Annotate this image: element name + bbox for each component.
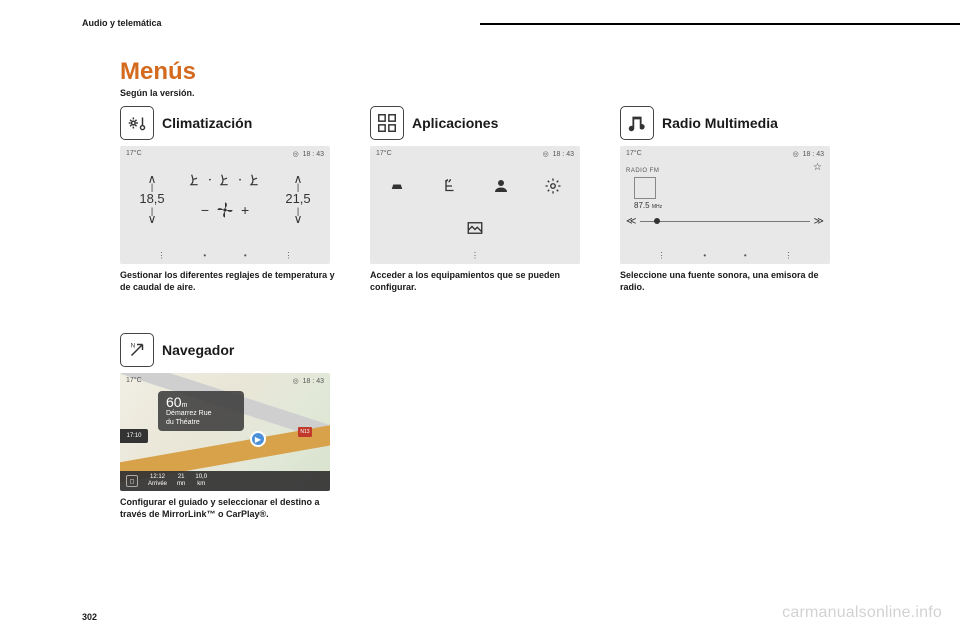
- apps-body: [376, 164, 574, 248]
- climate-icon: [120, 106, 154, 140]
- card-title-apps: Aplicaciones: [412, 115, 498, 131]
- screen-radio[interactable]: 17°C ◎ 18 : 43 ☆ RADIO FM 87.5 MHz ≪ ≫: [620, 146, 830, 264]
- screen-bottombar: ⋮••⋮: [120, 249, 330, 261]
- header-rule: [480, 23, 960, 25]
- fan-icon: [215, 200, 235, 220]
- card-title-nav: Navegador: [162, 342, 234, 358]
- menu-row-2: N Navegador 17°C ◎ 18 : 43 60m Démarr: [120, 333, 880, 520]
- main-content: Menús Según la versión. Climatización 17…: [120, 58, 880, 521]
- tuning-thumb[interactable]: [654, 218, 660, 224]
- apps-grid-icon: [370, 106, 404, 140]
- outside-temp: 17°C: [126, 377, 142, 385]
- airflow-mode-icon[interactable]: [187, 172, 203, 190]
- screen-topbar: 17°C ◎ 18 : 43: [126, 377, 324, 385]
- chevron-down-icon[interactable]: ∨: [278, 214, 318, 224]
- card-title-radio: Radio Multimedia: [662, 115, 778, 131]
- outside-temp: 17°C: [126, 150, 142, 158]
- outside-temp: 17°C: [376, 150, 392, 158]
- fan-speed-control[interactable]: − +: [181, 200, 269, 220]
- tuning-slider[interactable]: ≪ ≫: [626, 216, 824, 226]
- seek-back-icon[interactable]: ≪: [626, 216, 636, 227]
- screen-topbar: 17°C ◎ 18 : 43: [626, 150, 824, 158]
- caption-radio: Seleccione una fuente sonora, una emisor…: [620, 270, 840, 293]
- screen-bottombar: ⋮••⋮: [620, 249, 830, 261]
- card-nav: N Navegador 17°C ◎ 18 : 43 60m Démarr: [120, 333, 340, 520]
- nav-eta: 12:12Arrivée: [148, 474, 167, 488]
- screen-climate[interactable]: 17°C ◎ 18 : 43 ∧ | 18,5 | ∨ ∧ | 21,5: [120, 146, 330, 264]
- nav-footer: ◻ 12:12Arrivée 21mn 10,0km: [120, 471, 330, 491]
- card-header-nav: N Navegador: [120, 333, 340, 367]
- nav-current-time: 17:10: [120, 429, 148, 443]
- navigation-arrow-icon: N: [120, 333, 154, 367]
- clock: ◎ 18 : 43: [793, 150, 824, 158]
- card-title-climate: Climatización: [162, 115, 252, 131]
- seek-forward-icon[interactable]: ≫: [814, 216, 824, 227]
- page-title: Menús: [120, 58, 880, 86]
- card-apps: Aplicaciones 17°C ◎ 18 : 43: [370, 106, 590, 293]
- minus-icon[interactable]: −: [201, 202, 209, 218]
- airflow-mode-icon[interactable]: [217, 172, 233, 190]
- climate-body: ∧ | 18,5 | ∨ ∧ | 21,5 | ∨: [126, 164, 324, 248]
- highway-badge: N13: [298, 427, 312, 437]
- radio-body: RADIO FM 87.5 MHz ≪ ≫: [626, 164, 824, 248]
- app-profile-icon[interactable]: [491, 176, 511, 196]
- airflow-mode-icon[interactable]: [247, 172, 263, 190]
- app-heated-seat-icon[interactable]: [439, 176, 459, 196]
- nav-next-turn: 60m Démarrez Rue du Théatre: [158, 391, 244, 431]
- screen-bottombar: ⋮: [370, 249, 580, 261]
- nav-remaining-time: 21mn: [177, 474, 185, 488]
- page-subtitle: Según la versión.: [120, 88, 880, 98]
- watermark: carmanualsonline.info: [782, 604, 942, 622]
- app-vehicle-icon[interactable]: [387, 176, 407, 196]
- card-climate: Climatización 17°C ◎ 18 : 43 ∧ | 18,5 | …: [120, 106, 340, 293]
- svg-text:N: N: [131, 343, 136, 350]
- menu-row-1: Climatización 17°C ◎ 18 : 43 ∧ | 18,5 | …: [120, 106, 880, 293]
- clock: ◎ 18 : 43: [543, 150, 574, 158]
- breadcrumb: Audio y telemática: [82, 18, 162, 28]
- app-photo-icon[interactable]: [465, 218, 485, 238]
- plus-icon[interactable]: +: [241, 202, 249, 218]
- radio-band: RADIO FM: [626, 168, 824, 174]
- clock: ◎ 18 : 43: [293, 150, 324, 158]
- album-art-placeholder: [634, 177, 656, 199]
- clock: ◎ 18 : 43: [293, 377, 324, 385]
- music-note-icon: [620, 106, 654, 140]
- card-header-apps: Aplicaciones: [370, 106, 590, 140]
- nav-menu-button[interactable]: ◻: [126, 475, 138, 487]
- chevron-down-icon[interactable]: ∨: [132, 214, 172, 224]
- radio-frequency: 87.5 MHz: [634, 201, 824, 210]
- screen-topbar: 17°C ◎ 18 : 43: [126, 150, 324, 158]
- screen-apps[interactable]: 17°C ◎ 18 : 43 ⋮: [370, 146, 580, 264]
- airflow-controls: • • − +: [181, 172, 269, 220]
- caption-climate: Gestionar los diferentes reglajes de tem…: [120, 270, 340, 293]
- caption-nav: Configurar el guiado y seleccionar el de…: [120, 497, 340, 520]
- temp-control-right[interactable]: ∧ | 21,5 | ∨: [278, 174, 318, 224]
- screen-nav[interactable]: 17°C ◎ 18 : 43 60m Démarrez Rue du Théat…: [120, 373, 330, 491]
- card-radio: Radio Multimedia 17°C ◎ 18 : 43 ☆ RADIO …: [620, 106, 840, 293]
- nav-remaining-dist: 10,0km: [195, 474, 207, 488]
- outside-temp: 17°C: [626, 150, 642, 158]
- screen-topbar: 17°C ◎ 18 : 43: [376, 150, 574, 158]
- card-header-climate: Climatización: [120, 106, 340, 140]
- card-header-radio: Radio Multimedia: [620, 106, 840, 140]
- page-number: 302: [82, 612, 97, 622]
- caption-apps: Acceder a los equipamientos que se puede…: [370, 270, 590, 293]
- app-settings-icon[interactable]: [543, 176, 563, 196]
- temp-control-left[interactable]: ∧ | 18,5 | ∨: [132, 174, 172, 224]
